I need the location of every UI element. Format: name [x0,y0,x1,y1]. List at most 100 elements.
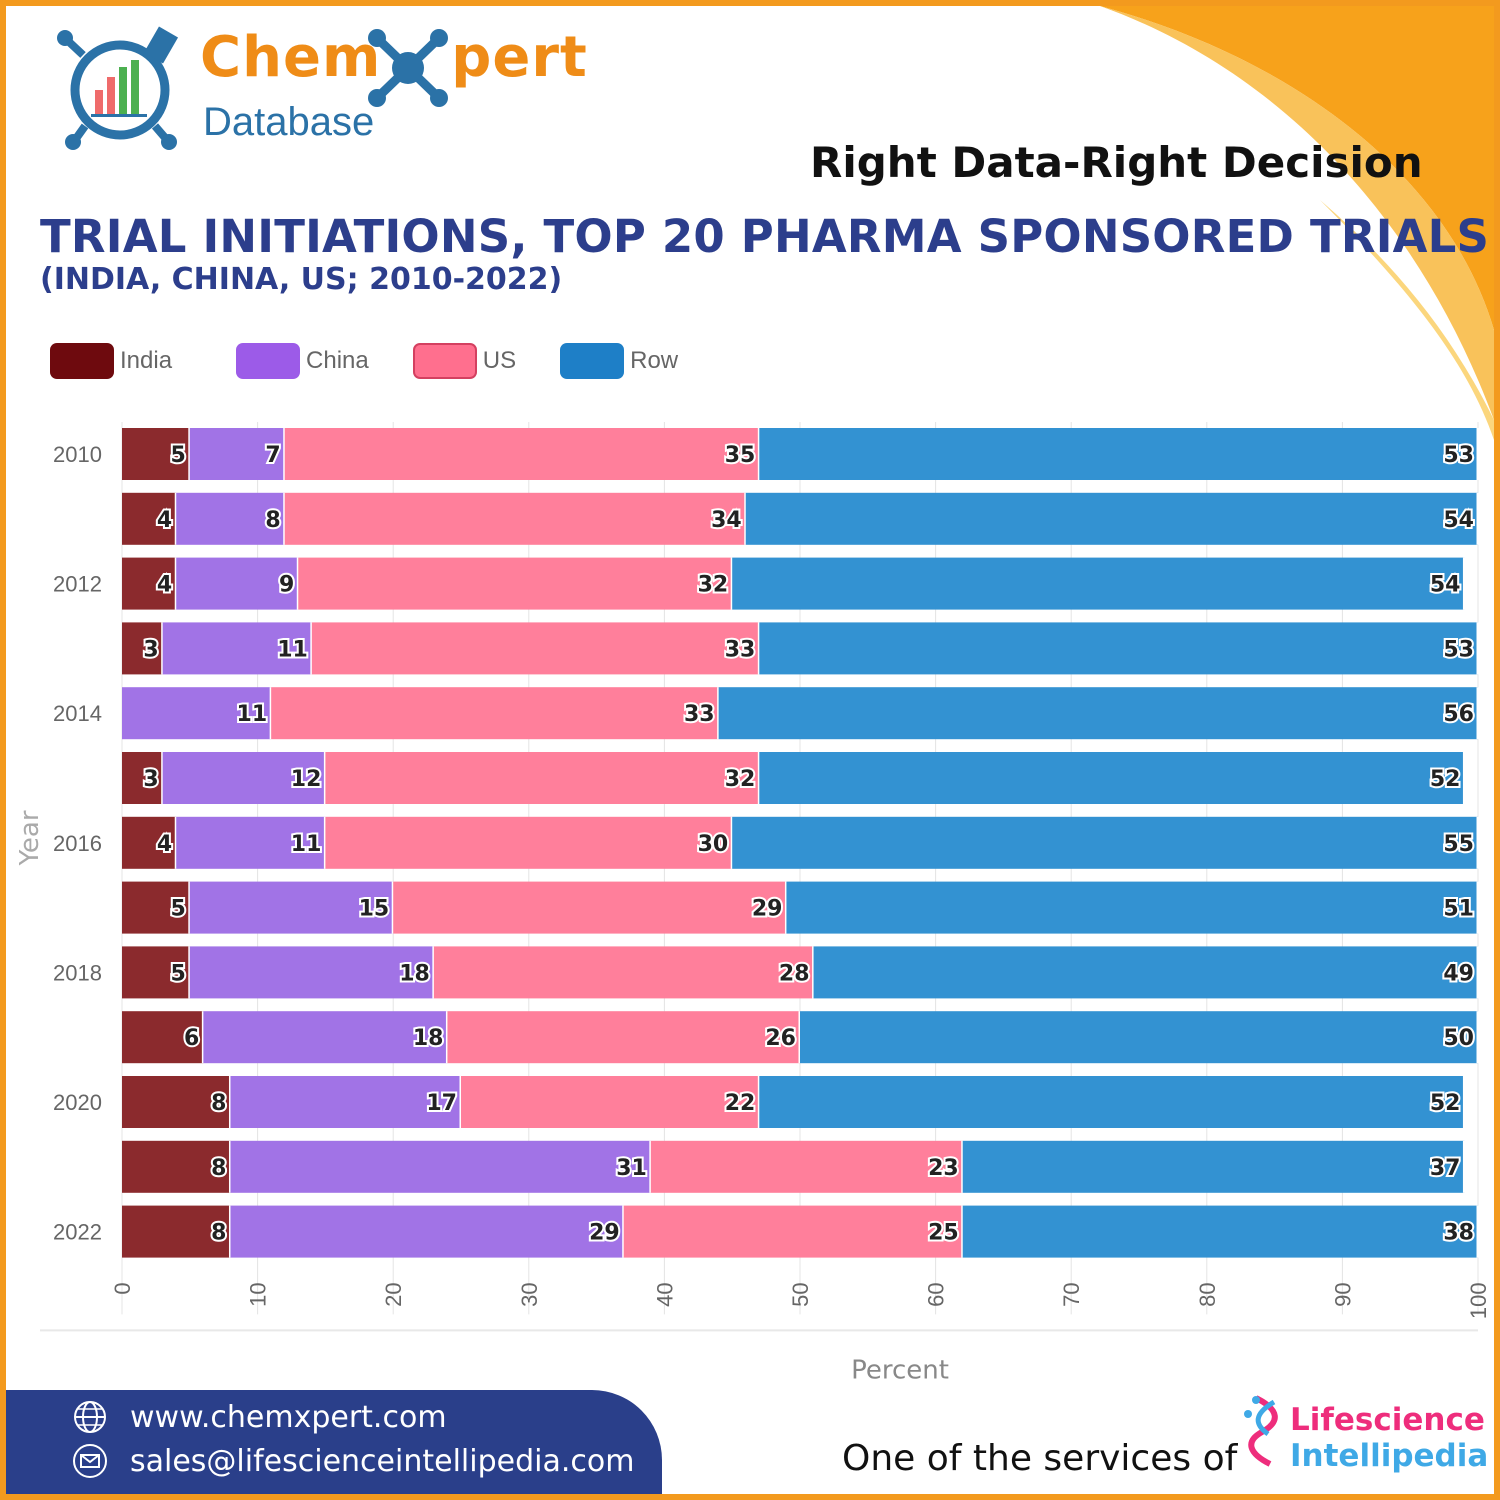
bar-segment-row [759,752,1465,804]
legend-label-us: US [482,347,517,374]
bar-segment-row [759,1076,1465,1128]
x-axis-title: Percent [851,1355,949,1385]
data-label-china: 11 [277,637,308,662]
data-label-china: 12 [291,767,322,792]
bar-segment-row [962,1205,1478,1258]
bar-segment-row [786,881,1478,934]
data-label-us: 28 [779,961,810,986]
bar-segment-us [325,752,760,804]
bar-segment-india [122,816,177,869]
data-label-row: 56 [1443,702,1474,727]
data-label-india: 5 [170,443,185,468]
data-label-us: 33 [725,637,756,662]
chart-subtitle: (INDIA, CHINA, US; 2010-2022) [40,262,563,297]
partner-name-line1[interactable]: Lifescience [1290,1402,1485,1438]
y-tick-label: 2020 [53,1090,102,1115]
brand-x-molecule-icon [368,29,448,107]
bar-segment-china [176,816,326,869]
x-tick-label: 80 [1195,1282,1220,1306]
bar-segment-row [962,1140,1465,1193]
bar-segment-china [162,752,326,804]
data-label-us: 25 [928,1221,959,1246]
data-label-us: 32 [725,767,756,792]
data-label-row: 55 [1443,832,1474,857]
footer-website-link[interactable]: www.chemxpert.com [130,1399,447,1435]
bar-segment-china [122,687,272,740]
bar-segment-row [800,1011,1478,1064]
data-label-china: 17 [426,1091,457,1116]
bar-segment-us [650,1140,963,1193]
data-label-china: 18 [399,961,430,986]
bar-segment-china [230,1076,461,1128]
data-label-us: 23 [928,1156,959,1181]
bar-segment-china [176,557,299,610]
y-tick-label: 2018 [53,960,102,985]
data-label-india: 8 [211,1156,226,1181]
data-label-china: 9 [279,573,294,598]
x-tick-label: 40 [652,1282,677,1306]
bar-segment-row [759,622,1478,675]
brand-name-left: Chem [200,25,382,90]
data-label-china: 11 [291,832,322,857]
y-tick-label: 2016 [53,831,102,856]
data-label-row: 54 [1430,573,1461,598]
chart-title: TRIAL INITIATIONS, TOP 20 PHARMA SPONSOR… [40,210,1490,263]
data-label-india: 4 [157,508,172,533]
data-label-us: 35 [725,443,756,468]
data-label-china: 8 [265,508,280,533]
partner-name-line2[interactable]: Intellipedia [1290,1438,1489,1474]
bar-segment-us [298,557,733,610]
data-label-us: 22 [725,1091,756,1116]
data-label-us: 33 [684,702,715,727]
dna-helix-icon [1244,1395,1278,1467]
bar-segment-row [759,428,1478,480]
y-axis-title: Year [15,810,45,866]
mail-icon [73,1444,107,1478]
legend-label-india: India [120,347,173,374]
tagline: Right Data-Right Decision [810,138,1423,187]
data-label-india: 4 [157,573,172,598]
bar-segment-us [284,492,746,545]
data-label-india: 4 [157,832,172,857]
bar-segment-us [433,946,814,999]
bar-segment-us [393,881,787,934]
data-label-india: 8 [211,1091,226,1116]
bar-segment-india [122,1076,231,1128]
chemxpert-logo-icon [57,26,179,150]
data-label-row: 37 [1430,1156,1461,1181]
data-label-us: 30 [698,832,729,857]
bar-segment-row [732,816,1478,869]
y-tick-label: 2010 [53,442,102,467]
data-label-us: 29 [752,897,783,922]
services-text: One of the services of [842,1438,1238,1479]
chart-legend: India China US Row [50,343,702,379]
bar-segment-china [230,1140,651,1193]
x-tick-label: 50 [788,1282,813,1306]
bar-segment-india [122,428,190,480]
data-label-china: 31 [616,1156,647,1181]
data-label-china: 18 [413,1026,444,1051]
bar-segment-us [284,428,760,480]
bar-segment-india [122,752,163,804]
legend-label-china: China [306,347,369,374]
footer-email-link[interactable]: sales@lifescienceintellipedia.com [130,1443,635,1479]
bar-segment-us [623,1205,963,1258]
x-tick-label: 0 [110,1282,135,1294]
bar-segment-row [813,946,1478,999]
legend-label-row: Row [630,347,679,374]
legend-item-row: Row [540,343,678,379]
bar-segment-india [122,492,177,545]
legend-item-india: India [50,343,172,379]
bar-segment-india [122,1205,231,1258]
legend-item-us: US [393,343,516,379]
bar-segment-us [447,1011,800,1064]
data-label-china: 11 [237,702,268,727]
bar-segment-india [122,946,190,999]
bar-segment-india [122,622,163,675]
y-tick-label: 2014 [53,701,102,726]
data-label-row: 54 [1443,508,1474,533]
data-label-china: 7 [265,443,280,468]
bar-segment-us [461,1076,760,1128]
y-tick-label: 2022 [53,1220,102,1245]
